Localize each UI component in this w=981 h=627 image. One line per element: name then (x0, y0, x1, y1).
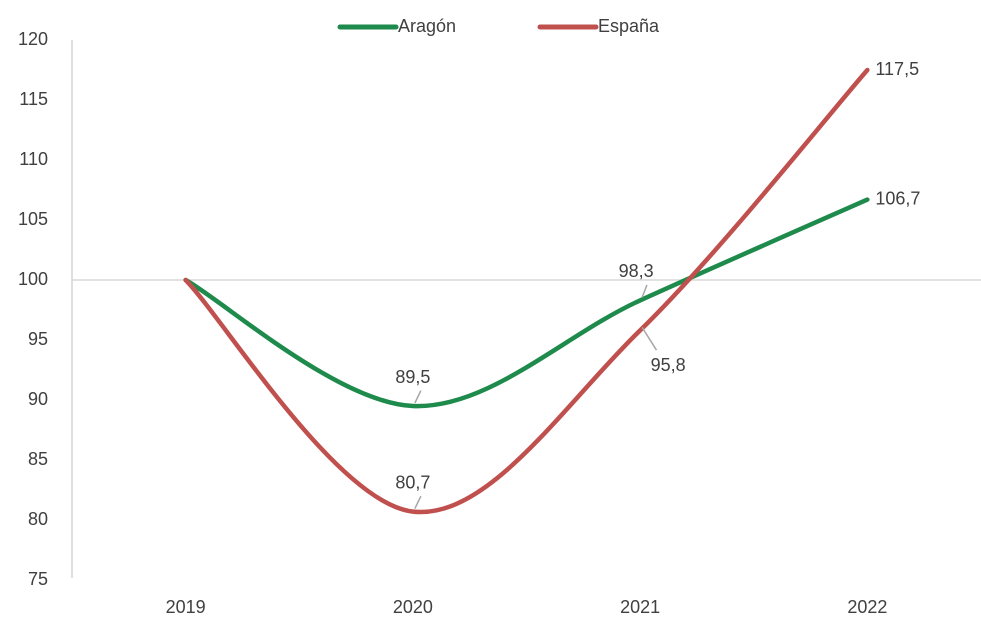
legend-label: España (598, 16, 660, 36)
y-tick-label: 85 (28, 449, 48, 469)
data-label: 117,5 (875, 59, 919, 79)
x-tick-label: 2021 (620, 597, 660, 617)
x-tick-label: 2022 (847, 597, 887, 617)
leader-line (414, 390, 422, 404)
data-label: 98,3 (619, 261, 654, 281)
y-tick-label: 110 (19, 149, 48, 169)
y-tick-label: 105 (18, 209, 48, 229)
x-tick-label: 2020 (393, 597, 433, 617)
y-tick-label: 95 (28, 329, 48, 349)
data-label: 95,8 (651, 355, 686, 375)
leader-line (641, 284, 648, 298)
y-tick-label: 100 (18, 269, 48, 289)
data-label: 89,5 (395, 367, 430, 387)
series-line (183, 67, 870, 515)
legend-label: Aragón (398, 16, 456, 36)
series-line (183, 197, 870, 409)
data-label: 80,7 (395, 472, 430, 492)
y-tick-label: 90 (28, 389, 48, 409)
y-tick-label: 75 (28, 569, 48, 589)
data-label: 106,7 (875, 188, 920, 208)
y-tick-label: 120 (18, 29, 48, 49)
leader-line (414, 495, 422, 509)
leader-line (641, 326, 658, 351)
y-tick-label: 80 (28, 509, 48, 529)
y-tick-label: 115 (19, 89, 48, 109)
x-tick-label: 2019 (166, 597, 206, 617)
